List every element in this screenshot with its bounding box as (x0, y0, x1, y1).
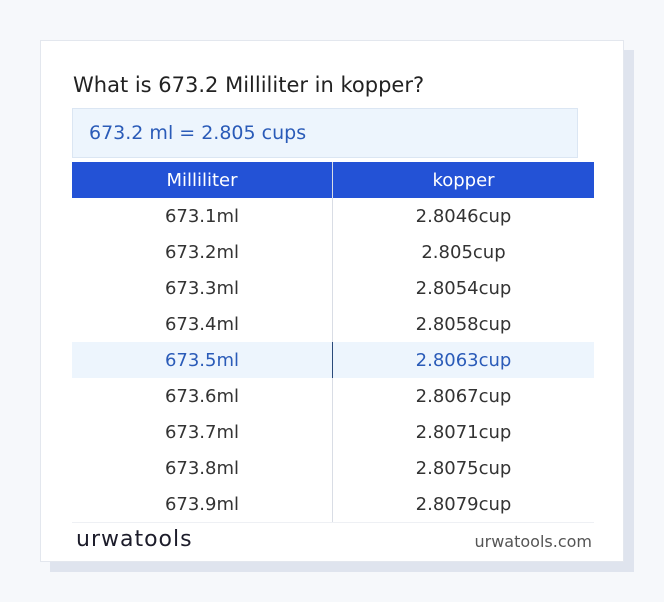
table-cell: 673.4ml (72, 306, 333, 342)
table-cell: 2.8075cup (415, 457, 512, 479)
card: What is 673.2 Milliliter in kopper? 673.… (40, 40, 624, 562)
table-cell: 673.8ml (72, 450, 333, 486)
table-cell: 2.8058cup (415, 313, 512, 335)
table-cell: 673.6ml (72, 378, 333, 414)
table-cell: 673.2ml (72, 234, 333, 270)
conversion-table: Milliliter kopper 673.1ml 2.8046cup 673.2m… (72, 162, 594, 523)
table-row: 673.2ml 2.805cup (72, 234, 594, 270)
table-cell: 2.8079cup (332, 486, 594, 523)
table-row: 673.1ml 2.8046cup (72, 198, 594, 234)
table-cell: 673.5ml (72, 342, 333, 378)
table-cell: 673.7ml (72, 414, 333, 450)
table-row: 673.9ml 2.8079cup (72, 486, 594, 523)
table-row: 673.8ml 2.8075cup (72, 450, 594, 486)
table-cell: 2.8067cup (415, 385, 512, 407)
table-cell: 2.805cup (421, 241, 506, 263)
table-row: 673.7ml 2.8071cup (72, 414, 594, 450)
table-row: 673.5ml 2.8063cup (72, 342, 594, 378)
header-cell: Milliliter (72, 162, 333, 198)
table-row: 673.6ml 2.8067cup (72, 378, 594, 414)
header-cell: kopper (332, 162, 594, 198)
header-row: Milliliter kopper (72, 162, 594, 198)
result: 673.2 ml = 2.805 cups (72, 108, 578, 158)
table-row: 673.3ml 2.8054cup (72, 270, 594, 306)
title: What is 673.2 Milliliter in kopper? (73, 73, 425, 97)
table-cell: 673.3ml (72, 270, 333, 306)
table-cell: 2.8054cup (415, 277, 512, 299)
site-url[interactable]: urwatools.com (474, 532, 593, 551)
table-cell: 2.8063cup (332, 342, 594, 378)
table-cell: 2.8046cup (415, 205, 512, 227)
table-row: 673.4ml 2.8058cup (72, 306, 594, 342)
table-cell: 673.9ml (72, 486, 333, 523)
table-cell: 2.8071cup (415, 421, 512, 443)
table-cell: 673.1ml (72, 198, 333, 234)
brand-logo[interactable]: urwatools (76, 527, 193, 552)
